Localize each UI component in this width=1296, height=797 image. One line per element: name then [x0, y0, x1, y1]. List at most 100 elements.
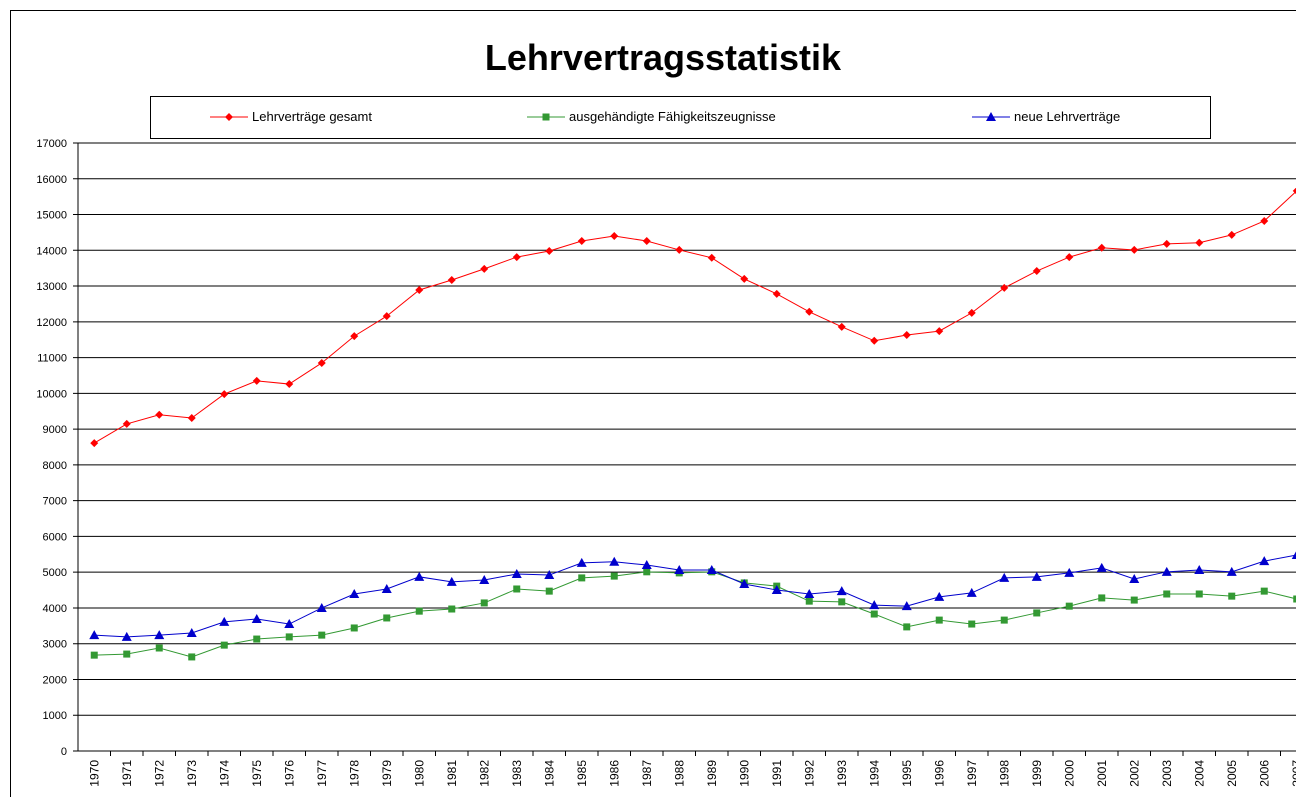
marker — [643, 568, 651, 576]
marker — [187, 414, 196, 423]
y-tick-label: 14000 — [36, 245, 67, 257]
marker — [225, 113, 233, 121]
y-tick-label: 13000 — [36, 281, 67, 293]
marker — [1291, 551, 1296, 560]
marker — [674, 565, 685, 575]
x-tick-label: 1994 — [867, 760, 881, 787]
x-tick-label: 1985 — [575, 760, 589, 787]
x-tick-label: 1995 — [900, 760, 914, 787]
marker — [870, 610, 878, 618]
x-tick-label: 1973 — [185, 760, 199, 787]
marker — [220, 390, 229, 399]
marker — [251, 614, 262, 624]
x-tick-label: 1977 — [315, 760, 329, 787]
marker — [1065, 602, 1073, 610]
marker — [285, 380, 294, 389]
marker — [480, 599, 488, 607]
marker — [1259, 556, 1270, 566]
x-tick-label: 1972 — [152, 760, 166, 787]
x-tick-label: 1971 — [120, 760, 134, 787]
marker — [123, 650, 131, 658]
marker — [544, 570, 555, 580]
marker — [838, 598, 846, 606]
marker — [285, 633, 293, 641]
marker — [480, 264, 489, 273]
marker — [253, 635, 261, 643]
marker — [154, 630, 165, 640]
marker — [316, 602, 327, 612]
marker — [220, 641, 228, 649]
marker — [740, 274, 749, 283]
marker — [805, 307, 814, 316]
marker — [986, 112, 996, 121]
marker — [1227, 230, 1236, 239]
marker — [999, 572, 1010, 582]
x-tick-label: 1997 — [965, 760, 979, 787]
y-tick-label: 7000 — [43, 496, 67, 508]
series-line — [94, 554, 1296, 638]
marker — [284, 619, 295, 629]
marker — [610, 572, 618, 580]
x-tick-label: 2001 — [1095, 760, 1109, 787]
marker — [1260, 587, 1268, 595]
legend-label: Lehrverträge gesamt — [252, 109, 372, 124]
marker — [542, 113, 550, 121]
marker — [967, 308, 976, 317]
y-tick-label: 3000 — [43, 639, 67, 651]
y-tick-label: 8000 — [43, 460, 67, 472]
y-tick-label: 11000 — [37, 353, 67, 365]
x-tick-label: 1990 — [737, 760, 751, 787]
marker — [968, 620, 976, 628]
x-tick-label: 1976 — [282, 760, 296, 787]
x-tick-label: 1979 — [380, 760, 394, 787]
marker — [1194, 565, 1205, 575]
x-tick-label: 2003 — [1160, 760, 1174, 787]
x-tick-label: 2006 — [1257, 760, 1271, 787]
marker — [511, 568, 522, 578]
marker — [121, 631, 132, 641]
marker — [1163, 590, 1171, 598]
marker — [545, 247, 554, 256]
y-tick-label: 15000 — [36, 210, 67, 222]
y-tick-label: 2000 — [43, 674, 67, 686]
marker — [122, 419, 131, 428]
marker — [252, 376, 261, 385]
marker — [447, 275, 456, 284]
y-tick-label: 10000 — [36, 388, 67, 400]
marker — [1000, 283, 1009, 292]
x-tick-label: 1989 — [705, 760, 719, 787]
marker — [1129, 573, 1140, 583]
marker — [577, 236, 586, 245]
chart-title: Lehrvertragsstatistik — [485, 37, 842, 78]
marker — [1228, 592, 1236, 600]
marker — [90, 439, 99, 448]
marker — [383, 614, 391, 622]
marker — [903, 623, 911, 631]
x-tick-label: 1970 — [87, 760, 101, 787]
marker — [1065, 253, 1074, 262]
marker — [1031, 571, 1042, 581]
marker — [415, 285, 424, 294]
y-tick-label: 6000 — [43, 531, 67, 543]
y-tick-label: 4000 — [43, 603, 67, 615]
marker — [1033, 609, 1041, 617]
marker — [155, 644, 163, 652]
marker — [186, 627, 197, 637]
x-tick-label: 1988 — [672, 760, 686, 787]
marker — [155, 410, 164, 419]
marker — [90, 651, 98, 659]
marker — [1162, 239, 1171, 248]
marker — [513, 585, 521, 593]
marker — [89, 630, 100, 640]
marker — [804, 588, 815, 598]
x-tick-label: 1993 — [835, 760, 849, 787]
y-tick-label: 0 — [61, 746, 67, 758]
marker — [902, 331, 911, 340]
marker — [446, 576, 457, 586]
marker — [1000, 616, 1008, 624]
marker — [772, 289, 781, 298]
marker — [350, 624, 358, 632]
y-tick-label: 5000 — [43, 567, 67, 579]
x-tick-label: 1980 — [412, 760, 426, 787]
